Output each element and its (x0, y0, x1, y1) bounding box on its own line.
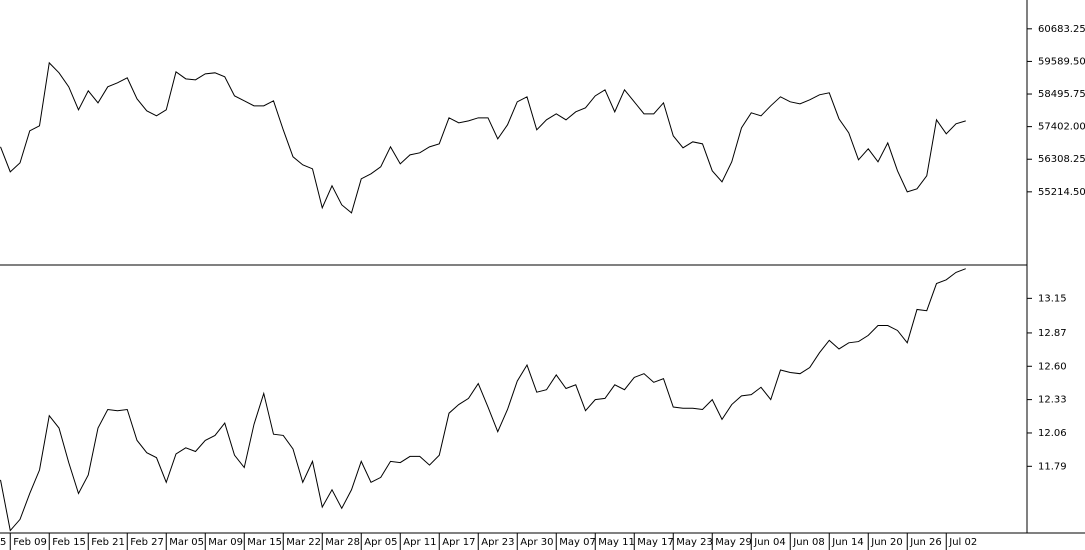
y-tick-label: 12.33 (1038, 395, 1067, 406)
x-tick-label: Jun 14 (831, 537, 864, 548)
x-tick-label: Feb 27 (130, 537, 164, 548)
x-tick-label: Jun 20 (870, 537, 903, 548)
x-tick-label: May 07 (559, 537, 596, 548)
y-tick-label: 57402.00 (1038, 122, 1085, 133)
y-tick-label: 60683.25 (1038, 24, 1085, 35)
x-tick-label: Feb 21 (91, 537, 125, 548)
x-tick-label: Mar 15 (247, 537, 282, 548)
x-tick-label: May 17 (637, 537, 674, 548)
y-tick-label: 12.60 (1038, 361, 1067, 372)
price-line (0, 268, 966, 532)
x-tick-label: Apr 05 (364, 537, 397, 548)
price-line (0, 61, 966, 214)
x-tick-label: May 11 (598, 537, 635, 548)
x-tick-label: Apr 23 (481, 537, 514, 548)
x-tick-label: Apr 17 (442, 537, 475, 548)
y-tick-label: 58495.75 (1038, 89, 1085, 100)
x-tick-label: May 23 (676, 537, 713, 548)
y-tick-label: 55214.50 (1038, 187, 1085, 198)
x-tick-label: Mar 09 (208, 537, 243, 548)
x-tick-label: Apr 30 (520, 537, 553, 548)
x-tick-label: Mar 28 (325, 537, 360, 548)
y-tick-label: 12.87 (1038, 328, 1067, 339)
y-tick-label: 12.06 (1038, 428, 1067, 439)
x-tick-label: Feb 09 (13, 537, 47, 548)
x-tick-label: 5 (0, 537, 6, 548)
y-tick-label: 59589.50 (1038, 56, 1085, 67)
x-tick-label: May 29 (715, 537, 752, 548)
x-tick-label: Mar 22 (286, 537, 321, 548)
y-tick-label: 56308.25 (1038, 154, 1085, 165)
x-tick-label: Jun 08 (792, 537, 825, 548)
x-tick-label: Jun 26 (909, 537, 942, 548)
y-tick-label: 13.15 (1038, 293, 1067, 304)
x-tick-label: Feb 15 (52, 537, 86, 548)
x-tick-label: Mar 05 (169, 537, 204, 548)
y-tick-label: 11.79 (1038, 461, 1067, 472)
x-tick-label: Jul 02 (948, 537, 977, 548)
x-tick-label: Jun 04 (753, 537, 786, 548)
x-tick-label: Apr 11 (403, 537, 436, 548)
